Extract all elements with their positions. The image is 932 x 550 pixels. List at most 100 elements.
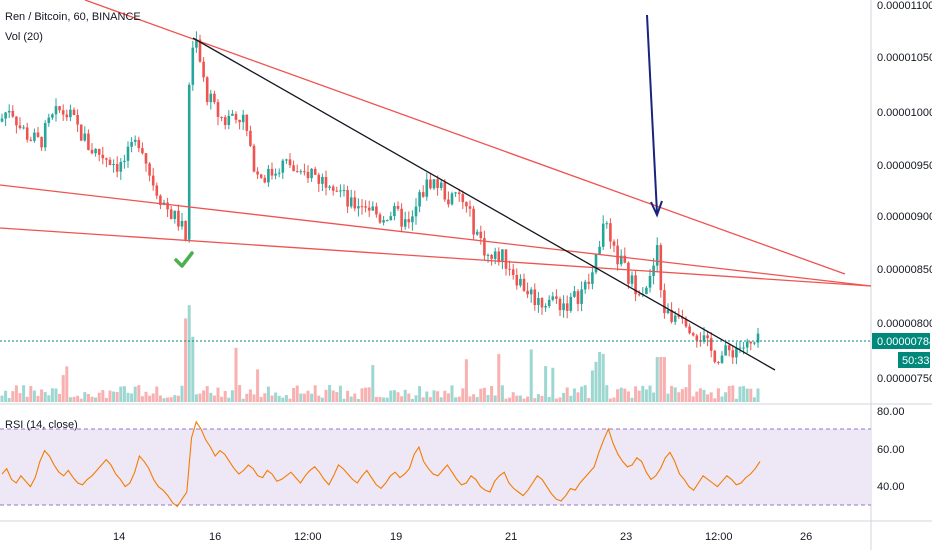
volume-bar — [526, 396, 530, 402]
candle-body — [234, 113, 238, 120]
middle-red-support-line — [0, 184, 872, 287]
candle-body — [425, 179, 429, 197]
candle-body — [43, 123, 47, 148]
volume-bar — [673, 387, 677, 402]
volume-bar — [324, 389, 328, 402]
candle-body — [713, 350, 717, 363]
candle-body — [130, 141, 133, 147]
volume-legend[interactable]: Vol (20) — [5, 31, 43, 43]
candle-body — [519, 278, 522, 286]
volume-bar — [612, 397, 616, 402]
volume-bar — [338, 385, 342, 402]
candle-body — [76, 114, 79, 125]
volume-bar — [652, 392, 656, 402]
volume-bar — [130, 393, 134, 402]
volume-bar — [173, 395, 177, 402]
candle-body — [123, 160, 126, 162]
candle-body — [486, 254, 490, 256]
volume-bar — [29, 386, 33, 402]
volume-bar — [40, 389, 44, 402]
candle-body — [292, 165, 295, 172]
volume-bar — [562, 392, 566, 402]
rsi-axis[interactable]: 80.00 60.00 40.00 — [877, 406, 905, 493]
candle-body — [382, 220, 385, 223]
volume-bar — [47, 395, 51, 402]
volume-bar — [590, 370, 594, 402]
candle-body — [583, 281, 587, 290]
rsi-legend[interactable]: RSI (14, close) — [5, 419, 78, 431]
candle-body — [522, 278, 526, 291]
candle-body — [177, 210, 180, 227]
candle-body — [393, 205, 396, 217]
candle-body — [112, 163, 115, 165]
candle-body — [443, 182, 447, 200]
volume-bar — [277, 395, 281, 402]
candle-body — [198, 39, 202, 62]
volume-bar — [97, 392, 101, 402]
volume-bar — [360, 388, 364, 402]
candle-body — [612, 241, 616, 246]
volume-bar — [720, 396, 724, 402]
candle-body — [126, 146, 130, 161]
volume-bar — [756, 388, 760, 402]
candle-body — [303, 171, 306, 173]
volume-bar — [634, 386, 638, 402]
candle-body — [454, 192, 457, 194]
candle-body — [655, 245, 659, 266]
candle-body — [180, 220, 184, 227]
volume-bar — [263, 393, 267, 402]
volume-bar — [94, 397, 98, 402]
volume-bar — [554, 398, 558, 402]
volume-bar — [619, 387, 623, 402]
candle-body — [0, 118, 4, 122]
candle-body — [69, 109, 72, 118]
candle-body — [295, 171, 299, 173]
candle-body — [29, 139, 33, 141]
volume-bar — [256, 369, 260, 402]
candle-body — [357, 206, 360, 209]
volume-bar — [680, 389, 684, 402]
current-price-value: 0.00000784 — [877, 336, 932, 348]
volume-bar — [140, 396, 144, 402]
volume-bar — [119, 386, 123, 402]
candle-body — [472, 208, 475, 235]
volume-bar — [522, 398, 526, 402]
candle-body — [461, 194, 465, 203]
volume-bar — [184, 318, 188, 402]
volume-bar — [223, 391, 227, 402]
volume-bar — [11, 391, 15, 402]
candle-body — [65, 114, 69, 118]
volume-bar — [281, 397, 285, 402]
candle-body — [504, 249, 508, 269]
volume-bar — [637, 390, 641, 402]
volume-bar — [587, 397, 591, 402]
volume-bar — [65, 366, 69, 402]
chart-title[interactable]: Ren / Bitcoin, 60, BINANCE — [5, 11, 141, 23]
candle-body — [378, 214, 382, 223]
volume-bar — [490, 386, 494, 402]
candle-body — [529, 289, 533, 295]
candle-body — [547, 299, 551, 307]
candle-body — [483, 238, 486, 256]
time-axis[interactable]: 14 16 12:00 19 21 23 12:00 26 — [113, 531, 812, 543]
price-tick-label: 0.00001100 — [877, 0, 932, 12]
price-axis[interactable]: 0.00001100 0.00001050 0.00001000 0.00000… — [877, 0, 932, 385]
volume-bar — [356, 398, 360, 402]
candle-body — [36, 132, 40, 137]
volume-bar — [328, 385, 332, 402]
candle-body — [238, 119, 241, 123]
volume-bar — [162, 398, 166, 402]
volume-bar — [90, 396, 94, 402]
volume-bar — [371, 365, 375, 402]
candle-body — [108, 159, 112, 165]
blue-arrow-shaft — [646, 14, 658, 214]
volume-bar — [641, 385, 645, 402]
volume-bar — [180, 385, 184, 402]
candle-body — [40, 136, 43, 148]
volume-bar — [367, 387, 371, 402]
candle-body — [450, 193, 454, 205]
volume-bar — [450, 385, 454, 402]
volume-bar — [659, 357, 663, 402]
volume-bar — [727, 386, 731, 402]
